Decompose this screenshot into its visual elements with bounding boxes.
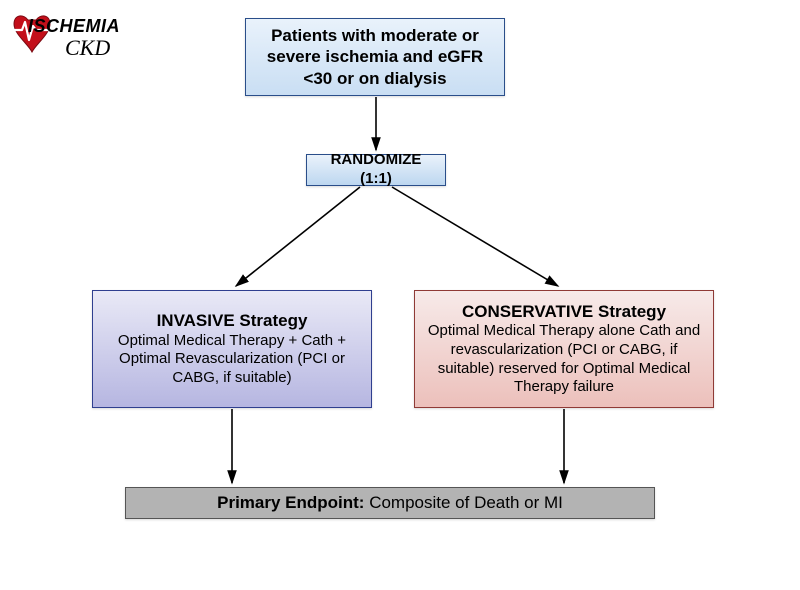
node-endpoint: Primary Endpoint: Composite of Death or … — [125, 487, 655, 519]
node-invasive-title: INVASIVE Strategy — [157, 310, 308, 331]
node-patients: Patients with moderate or severe ischemi… — [245, 18, 505, 96]
node-patients-title: Patients with moderate or severe ischemi… — [256, 25, 494, 89]
node-conservative: CONSERVATIVE Strategy Optimal Medical Th… — [414, 290, 714, 408]
node-invasive-body: Optimal Medical Therapy + Cath + Optimal… — [103, 332, 361, 388]
node-conservative-body: Optimal Medical Therapy alone Cath and r… — [425, 322, 703, 397]
node-endpoint-text: Primary Endpoint: Composite of Death or … — [217, 492, 563, 513]
logo-text-sub: CKD — [65, 35, 110, 60]
logo-text-main: ISCHEMIA — [28, 16, 120, 36]
ischemia-ckd-logo: ISCHEMIA CKD — [10, 8, 140, 76]
arrow-randomize-invasive — [236, 187, 360, 286]
node-randomize-title: RANDOMIZE (1:1) — [317, 151, 435, 189]
node-invasive: INVASIVE Strategy Optimal Medical Therap… — [92, 290, 372, 408]
endpoint-prefix: Primary Endpoint: — [217, 493, 364, 512]
arrow-randomize-conservative — [392, 187, 558, 286]
node-randomize: RANDOMIZE (1:1) — [306, 154, 446, 186]
endpoint-rest: Composite of Death or MI — [364, 493, 562, 512]
logo-svg: ISCHEMIA CKD — [10, 8, 140, 76]
node-conservative-title: CONSERVATIVE Strategy — [462, 301, 666, 322]
